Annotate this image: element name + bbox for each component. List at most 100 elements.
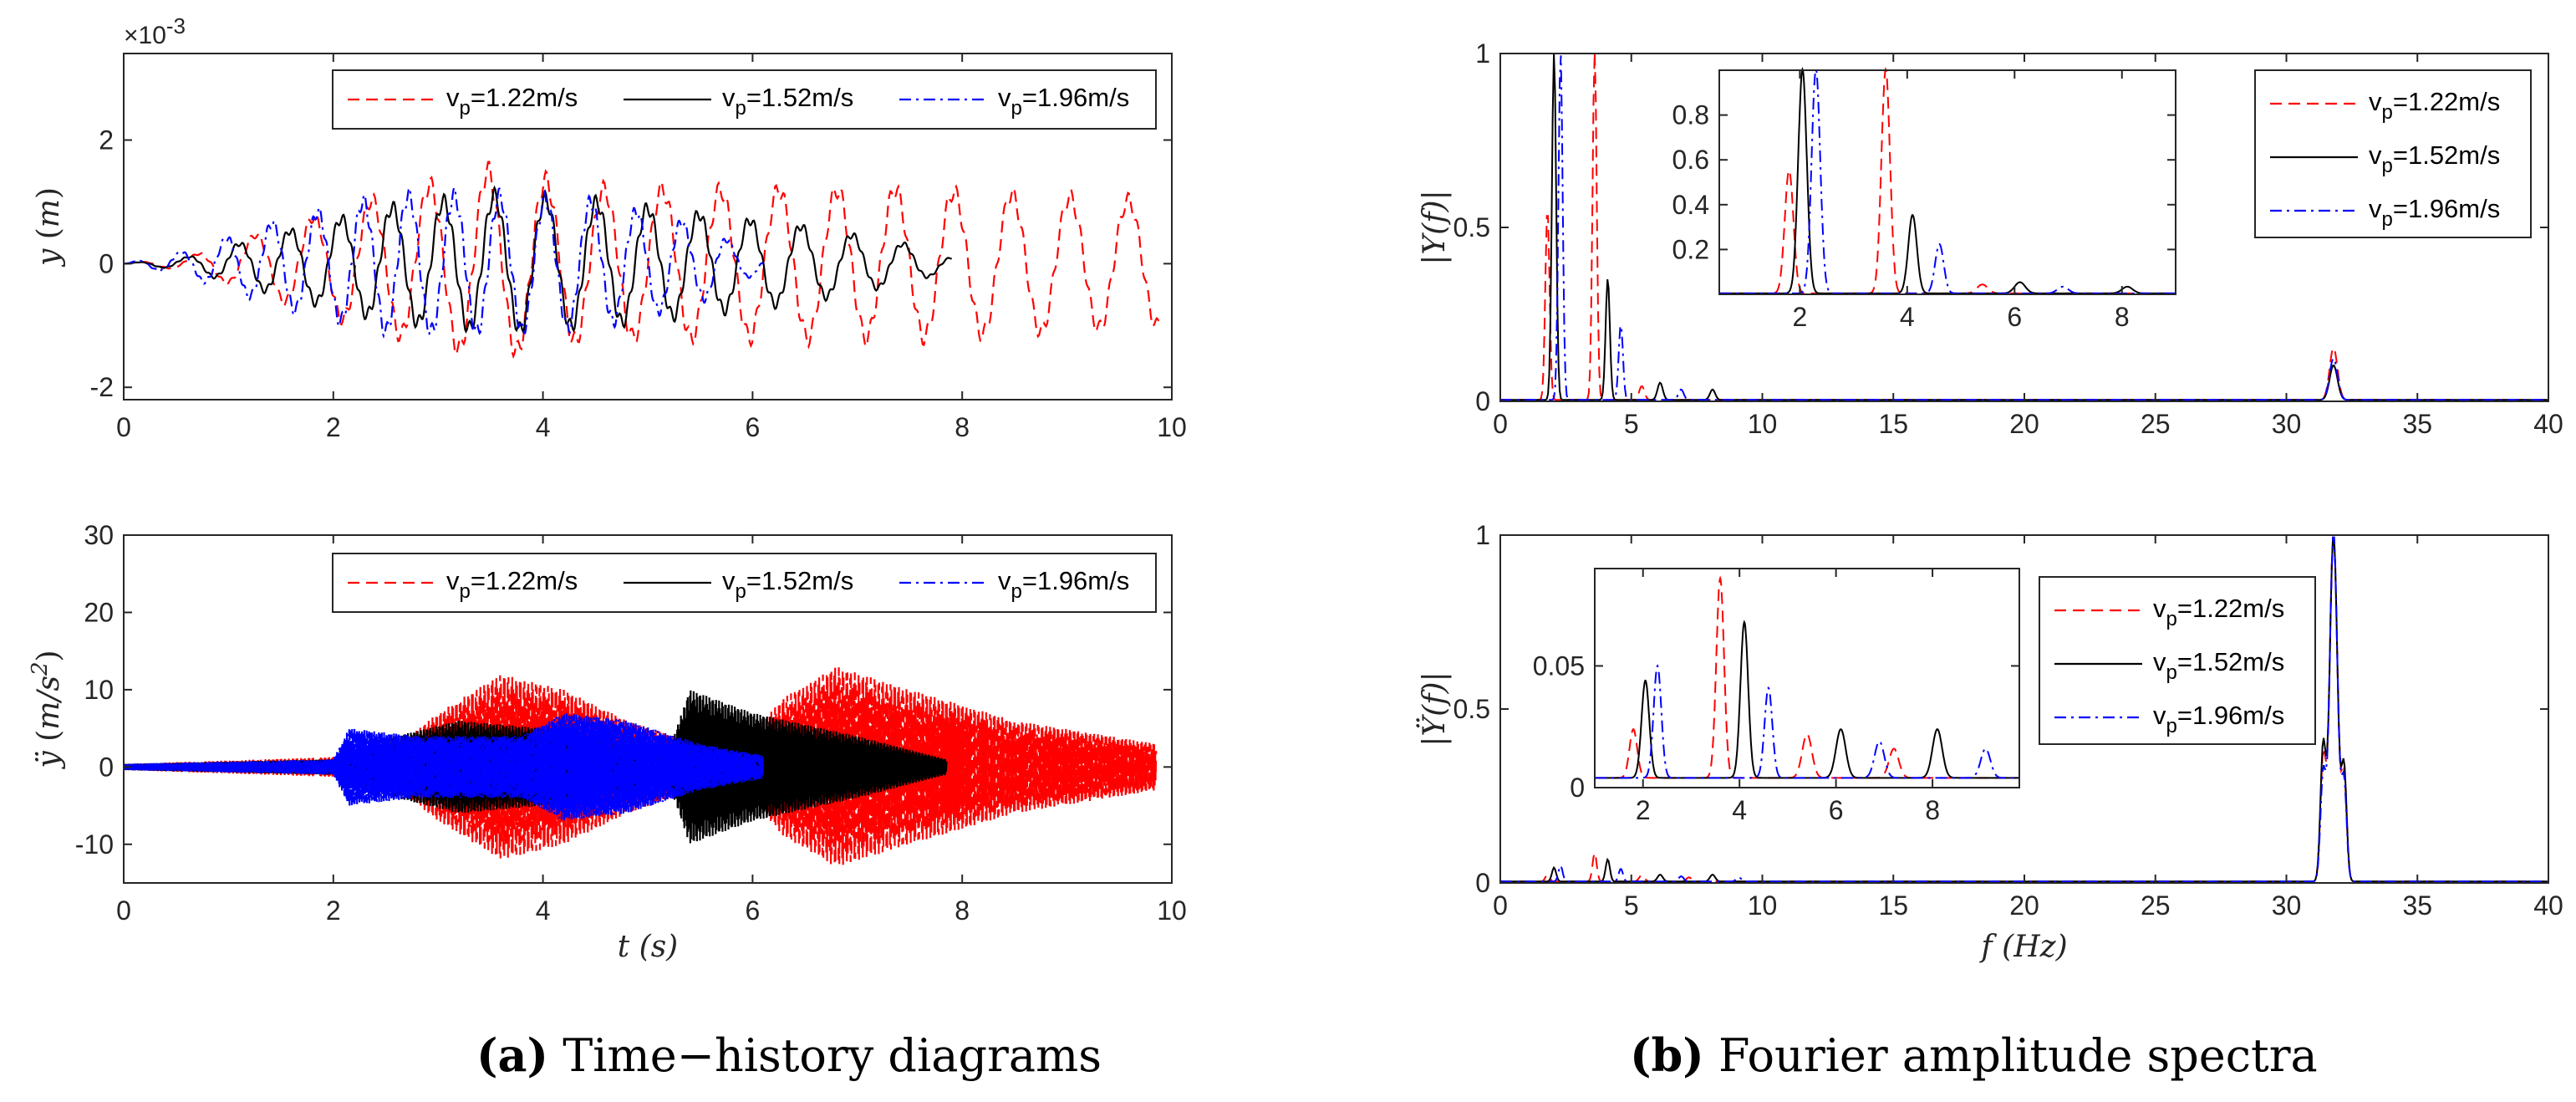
legend-entry-1: vp=1.52m/s xyxy=(2369,140,2500,177)
x-tick-label: 0 xyxy=(116,895,131,926)
series-line-1 xyxy=(124,185,952,334)
x-tick-label: 4 xyxy=(1900,302,1915,332)
x-axis-label: f (Hz) xyxy=(1978,930,2067,964)
y-exponent-label: ×10-3 xyxy=(124,13,186,49)
y-tick-label: 0 xyxy=(1475,386,1490,416)
x-tick-label: 2 xyxy=(326,895,341,926)
chart-a-bottom: 0 2 4 6 8 10 -10 0 10 20 30 ÿ (m/s2) t (s) vp=1.22m/s… xyxy=(28,520,1187,964)
y-tick-label: 30 xyxy=(84,520,114,550)
x-tick-label: 6 xyxy=(1829,795,1844,825)
x-tick-label: 20 xyxy=(2009,890,2039,921)
plot-area xyxy=(1595,569,2019,788)
caption-a-label: (a) xyxy=(476,1028,549,1082)
series-group xyxy=(1595,575,2019,779)
x-tick-label: 2 xyxy=(1792,302,1807,332)
legend-entry-0: vp=1.22m/s xyxy=(2153,594,2284,630)
series-group xyxy=(1719,66,2176,294)
axes-frame xyxy=(1718,69,2176,295)
legend-box xyxy=(2039,576,2316,745)
caption-a: (a) Time−history diagrams xyxy=(476,1028,1102,1082)
series-group xyxy=(124,161,1162,360)
y-tick-label: 0.2 xyxy=(1672,234,1709,264)
axes-frame xyxy=(123,53,1173,400)
legend-box xyxy=(2254,69,2532,238)
x-tick-label: 20 xyxy=(2009,409,2039,439)
y-tick-label: 0.5 xyxy=(1453,212,1490,242)
legend-entry-0: vp=1.22m/s xyxy=(446,566,578,603)
legend-entry-0: vp=1.22m/s xyxy=(446,83,578,120)
x-tick-label: 10 xyxy=(1748,890,1778,921)
y-tick-label: 0.05 xyxy=(1533,650,1585,681)
x-tick-label: 8 xyxy=(955,895,970,926)
y-tick-label: 0.5 xyxy=(1453,694,1490,724)
x-tick-label: 0 xyxy=(116,412,131,442)
x-tick-label: 40 xyxy=(2533,890,2563,921)
x-tick-label: 4 xyxy=(536,895,551,926)
series-line-2 xyxy=(124,712,764,821)
x-tick-label: 10 xyxy=(1157,895,1187,926)
caption-b: (b) Fourier amplitude spectra xyxy=(1630,1028,2318,1082)
inset-chart-b-bottom: 2 4 6 8 0 0.05 xyxy=(1533,568,2020,825)
x-tick-label: 0 xyxy=(1493,409,1508,439)
x-tick-label: 25 xyxy=(2141,890,2171,921)
chart-b-top: 0 5 10 15 20 25 30 35 4000.51|Y(f)|vp=1.22m/svp=… xyxy=(1418,38,2563,439)
y-tick-label: 0 xyxy=(1570,773,1585,803)
x-axis-label: t (s) xyxy=(618,930,678,964)
caption-b-label: (b) xyxy=(1630,1028,1704,1082)
x-tick-label: 8 xyxy=(955,412,970,442)
y-tick-label: -10 xyxy=(75,829,114,860)
legend-entry-2: vp=1.96m/s xyxy=(2369,194,2500,231)
x-tick-label: 35 xyxy=(2402,409,2432,439)
legend-entry-2: vp=1.96m/s xyxy=(998,83,1129,120)
caption-b-text: Fourier amplitude spectra xyxy=(1718,1029,2318,1082)
x-tick-label: 35 xyxy=(2402,890,2432,921)
y-tick-label: 0.6 xyxy=(1672,145,1709,175)
x-tick-label: 0 xyxy=(1493,890,1508,921)
x-tick-label: 8 xyxy=(1925,795,1940,825)
x-tick-label: 5 xyxy=(1624,890,1639,921)
y-tick-label: 0.4 xyxy=(1672,190,1709,220)
series-group xyxy=(124,667,1158,865)
y-axis-label: |Ÿ(f)| xyxy=(1417,671,1452,746)
x-tick-label: 15 xyxy=(1878,409,1908,439)
legend-entry-2: vp=1.96m/s xyxy=(2153,701,2284,737)
x-tick-label: 5 xyxy=(1624,409,1639,439)
x-tick-label: 4 xyxy=(1732,795,1747,825)
y-axis-label: ÿ (m/s2) xyxy=(28,650,66,769)
x-tick-label: 30 xyxy=(2272,890,2302,921)
chart-a-top: 0 2 4 6 8 10-202×10-3y (m)vp=1.22m/s vp=1.52m/… xyxy=(32,13,1187,442)
legend-entry-1: vp=1.52m/s xyxy=(2153,647,2284,684)
y-tick-label: 1 xyxy=(1475,520,1490,550)
y-tick-label: 2 xyxy=(99,125,114,156)
series-line-1 xyxy=(1595,620,2019,779)
y-tick-label: 20 xyxy=(84,597,114,627)
legend-entry-2: vp=1.96m/s xyxy=(998,566,1129,603)
series-line-2 xyxy=(1719,68,2176,294)
legend-entry-1: vp=1.52m/s xyxy=(722,566,853,603)
y-tick-label: 0 xyxy=(99,752,114,782)
x-tick-label: 6 xyxy=(746,412,761,442)
axes-frame xyxy=(1594,568,2020,788)
x-tick-label: 8 xyxy=(2115,302,2130,332)
x-tick-label: 10 xyxy=(1748,409,1778,439)
x-tick-label: 2 xyxy=(1636,795,1651,825)
legend: vp=1.22m/s vp=1.52m/s vp=1.96m/s xyxy=(2254,69,2532,238)
legend-box xyxy=(332,553,1157,613)
y-tick-label: 0.8 xyxy=(1672,100,1709,130)
x-tick-label: 10 xyxy=(1157,412,1187,442)
x-tick-label: 40 xyxy=(2533,409,2563,439)
x-tick-label: 4 xyxy=(536,412,551,442)
legend: vp=1.22m/s vp=1.52m/s vp=1.96m/s xyxy=(2039,576,2316,745)
y-tick-label: 0 xyxy=(99,248,114,278)
series-line-2 xyxy=(124,185,764,339)
y-axis-label: y (m) xyxy=(32,187,66,268)
legend-entry-1: vp=1.52m/s xyxy=(722,83,853,120)
legend: vp=1.22m/s vp=1.52m/s vp=1.96m/s xyxy=(332,69,1157,130)
x-tick-label: 15 xyxy=(1878,890,1908,921)
legend: vp=1.22m/s vp=1.52m/s vp=1.96m/s xyxy=(332,553,1157,613)
inset-chart-b-top: 2 4 6 8 0.2 0.4 0.6 0.8 xyxy=(1672,66,2176,332)
x-tick-label: 25 xyxy=(2141,409,2171,439)
x-tick-label: 6 xyxy=(2007,302,2022,332)
y-tick-label: -2 xyxy=(90,372,114,402)
